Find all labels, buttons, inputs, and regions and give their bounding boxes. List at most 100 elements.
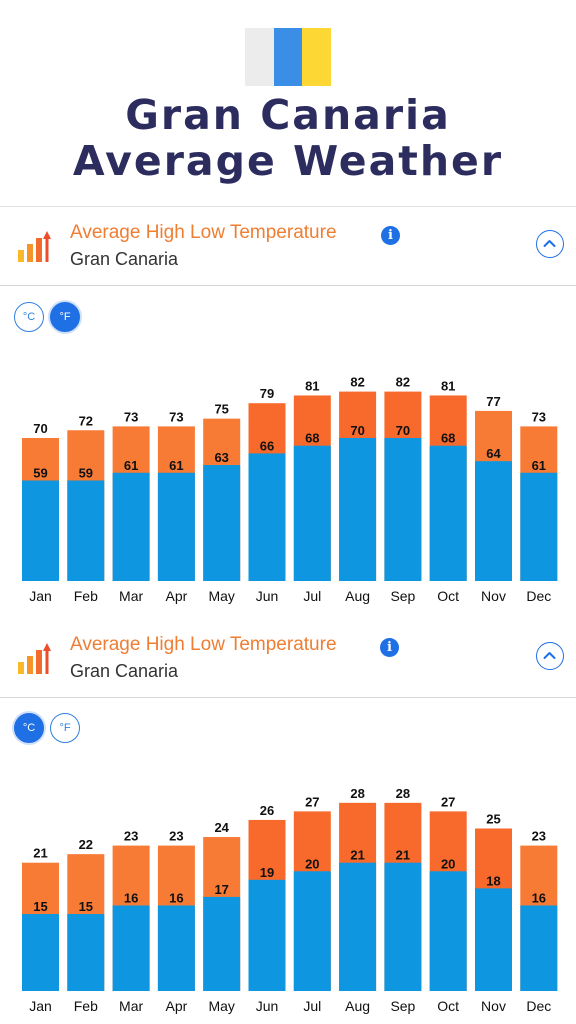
low-bar: [475, 461, 512, 581]
month-tick-label: Jun: [256, 998, 279, 1014]
month-tick-label: Mar: [119, 998, 143, 1014]
page-title: Gran Canaria Average Weather: [0, 92, 576, 184]
high-value-label: 82: [396, 375, 410, 390]
month-tick-label: Nov: [481, 588, 506, 604]
low-bar: [339, 437, 377, 581]
low-bar: [339, 862, 377, 991]
temperature-chart-celsius: 21 15 Jan 22 15 Feb 23 16 Mar 23 16 Apr 24 17 May 26 19 J…: [22, 786, 558, 1014]
low-bar: [384, 437, 422, 581]
low-bar: [475, 888, 512, 991]
temperature-chart-fahrenheit: 70 59 Jan 72 59 Feb 73 61 Mar 73 61 Apr 75 63 May 79 66 J…: [22, 375, 558, 604]
low-value-label: 21: [396, 848, 410, 863]
low-bar: [384, 862, 422, 991]
month-tick-label: Apr: [166, 588, 188, 604]
month-tick-label: Jun: [256, 588, 279, 604]
high-value-label: 82: [350, 375, 364, 390]
flag-stripe-blue: [273, 28, 303, 86]
chevron-up-icon: [543, 240, 556, 247]
high-value-label: 81: [441, 378, 455, 393]
divider: [0, 697, 576, 698]
month-tick-label: Dec: [526, 588, 551, 604]
low-value-label: 15: [33, 899, 47, 914]
high-value-label: 21: [33, 846, 47, 861]
month-tick-label: Sep: [390, 998, 415, 1014]
info-icon[interactable]: i: [381, 226, 400, 245]
month-tick-label: Oct: [437, 588, 459, 604]
divider: [0, 285, 576, 286]
low-value-label: 59: [79, 466, 93, 481]
low-value-label: 16: [124, 890, 138, 905]
low-value-label: 16: [169, 890, 183, 905]
high-value-label: 73: [124, 409, 138, 424]
high-value-label: 72: [79, 413, 93, 428]
low-bar: [520, 472, 558, 581]
celsius-button[interactable]: °C: [14, 713, 44, 743]
high-value-label: 27: [305, 794, 319, 809]
low-value-label: 15: [79, 899, 93, 914]
panel-header-fahrenheit: Average High Low Temperature i Gran Cana…: [0, 206, 576, 286]
low-value-label: 66: [260, 438, 274, 453]
low-bar: [248, 453, 286, 581]
low-bar: [520, 905, 558, 991]
low-value-label: 61: [124, 458, 138, 473]
high-value-label: 73: [169, 409, 183, 424]
month-tick-label: Nov: [481, 998, 506, 1014]
high-value-label: 23: [124, 829, 138, 844]
low-value-label: 59: [33, 466, 47, 481]
high-value-label: 23: [532, 829, 546, 844]
low-bar: [67, 914, 105, 991]
low-value-label: 20: [305, 856, 319, 871]
low-value-label: 70: [350, 423, 364, 438]
high-value-label: 81: [305, 378, 319, 393]
month-tick-label: Aug: [345, 998, 370, 1014]
month-tick-label: Apr: [166, 998, 188, 1014]
low-value-label: 68: [305, 431, 319, 446]
fahrenheit-button[interactable]: °F: [50, 713, 80, 743]
month-tick-label: May: [208, 998, 234, 1014]
unit-toggle-celsius-panel: °C °F: [14, 713, 80, 743]
temperature-bars-icon: [18, 643, 51, 674]
month-tick-label: Feb: [74, 588, 98, 604]
month-tick-label: Feb: [74, 998, 98, 1014]
celsius-button[interactable]: °C: [14, 302, 44, 332]
month-tick-label: Oct: [437, 998, 459, 1014]
low-bar: [22, 914, 59, 991]
low-value-label: 61: [169, 458, 183, 473]
month-tick-label: Aug: [345, 588, 370, 604]
low-bar: [157, 472, 195, 581]
month-tick-label: Jul: [303, 588, 321, 604]
high-value-label: 25: [486, 811, 500, 826]
fahrenheit-button[interactable]: °F: [50, 302, 80, 332]
page-title-line-1: Gran Canaria: [125, 91, 451, 139]
low-bar: [203, 896, 241, 991]
low-bar: [429, 445, 467, 581]
high-value-label: 73: [532, 409, 546, 424]
low-value-label: 16: [532, 890, 546, 905]
low-bar: [112, 905, 150, 991]
high-value-label: 28: [396, 786, 410, 801]
low-bar: [112, 472, 150, 581]
low-value-label: 61: [532, 458, 546, 473]
low-bar: [203, 465, 241, 581]
low-value-label: 64: [486, 446, 501, 461]
panel-header-celsius: Average High Low Temperature i Gran Cana…: [0, 618, 576, 698]
low-bar: [429, 871, 467, 991]
high-value-label: 28: [350, 786, 364, 801]
month-tick-label: Jan: [29, 998, 52, 1014]
high-value-label: 22: [79, 837, 93, 852]
collapse-button[interactable]: [536, 642, 564, 670]
low-value-label: 21: [350, 848, 364, 863]
flag-stripe-white: [245, 28, 274, 86]
page-title-line-2: Average Weather: [72, 137, 504, 185]
month-tick-label: Sep: [390, 588, 415, 604]
collapse-button[interactable]: [536, 230, 564, 258]
low-bar: [293, 871, 331, 991]
month-tick-label: Jul: [303, 998, 321, 1014]
info-icon[interactable]: i: [380, 638, 399, 657]
high-value-label: 75: [214, 402, 228, 417]
low-value-label: 17: [214, 882, 228, 897]
low-value-label: 70: [396, 423, 410, 438]
gran-canaria-flag: [245, 28, 332, 86]
month-tick-label: Dec: [526, 998, 551, 1014]
month-tick-label: Mar: [119, 588, 143, 604]
